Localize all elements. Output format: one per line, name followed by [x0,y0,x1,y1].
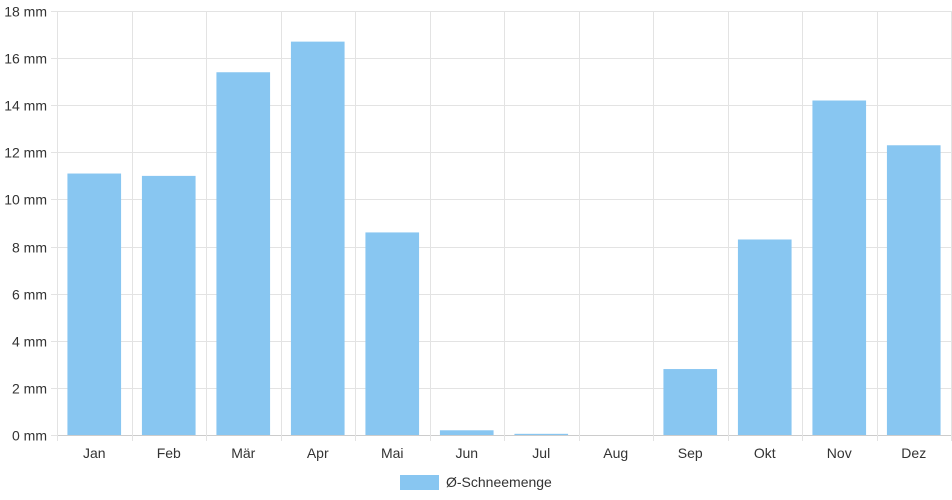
x-tick-label: Jan [83,445,106,461]
x-tick-label: Feb [157,445,181,461]
bar-sep[interactable] [663,369,718,435]
bars [67,41,941,436]
x-tick-label: Sep [678,445,703,461]
y-tick-label: 10 mm [4,192,47,208]
legend-swatch[interactable] [400,475,439,490]
bar-jun[interactable] [439,430,494,435]
x-tick-label: Okt [754,445,776,461]
legend-label[interactable]: Ø-Schneemenge [446,474,552,490]
bar-feb[interactable] [141,175,196,435]
bar-mär[interactable] [216,72,271,435]
y-tick-label: 2 mm [12,381,47,397]
y-tick-label: 6 mm [12,287,47,303]
x-tick-label: Jul [532,445,550,461]
x-tick-label: Nov [827,445,852,461]
grid-lines [51,11,952,441]
y-tick-label: 18 mm [4,4,47,20]
bar-okt[interactable] [737,239,792,435]
bar-jan[interactable] [67,173,122,436]
x-tick-label: Dez [901,445,926,461]
x-tick-label: Apr [307,445,329,461]
y-tick-label: 0 mm [12,428,47,444]
x-tick-label: Aug [603,445,628,461]
bar-nov[interactable] [812,100,867,435]
x-axis-ticks: Jan Feb Mär Apr Mai Jun Jul Aug Sep Okt Nov Dez [83,445,926,461]
y-tick-label: 12 mm [4,145,47,161]
bar-mai[interactable] [365,232,420,435]
x-tick-label: Mär [231,445,255,461]
y-tick-label: 14 mm [4,98,47,114]
y-tick-label: 8 mm [12,240,47,256]
bar-jul[interactable] [514,433,569,435]
y-tick-label: 4 mm [12,334,47,350]
bar-dez[interactable] [886,145,941,435]
y-axis-ticks: 0 mm 2 mm 4 mm 6 mm 8 mm 10 mm 12 mm 14 mm 16 mm… [4,4,47,444]
y-tick-label: 16 mm [4,51,47,67]
x-tick-label: Mai [381,445,404,461]
x-tick-label: Jun [455,445,478,461]
legend[interactable]: Ø-Schneemenge [400,474,552,490]
bar-apr[interactable] [290,41,345,435]
